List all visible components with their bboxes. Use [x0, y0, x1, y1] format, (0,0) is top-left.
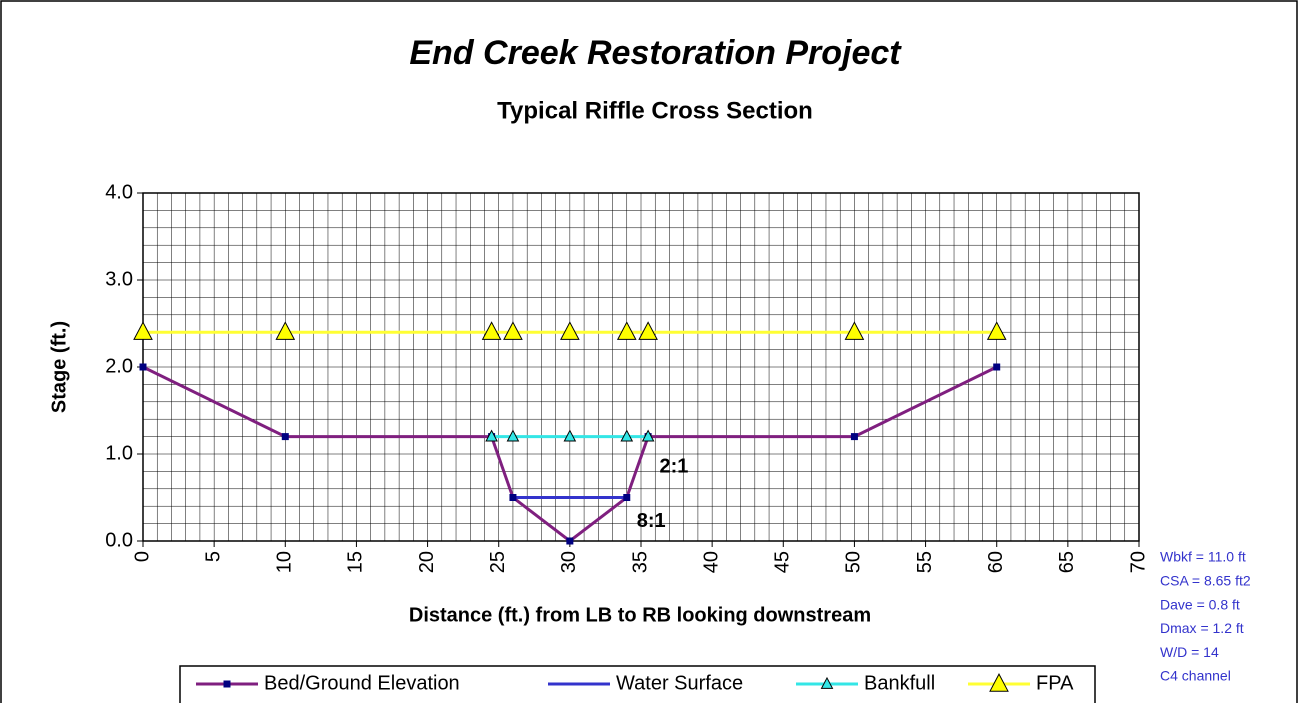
marker — [503, 321, 523, 340]
marker — [620, 429, 634, 442]
x-tick-label: 40 — [700, 551, 722, 573]
marker — [563, 429, 577, 442]
side-note: C4 channel — [1160, 668, 1231, 684]
marker — [133, 321, 153, 340]
legend-label: FPA — [1036, 672, 1074, 694]
chart-subtitle: Typical Riffle Cross Section — [497, 97, 813, 124]
x-tick-label: 5 — [202, 551, 224, 562]
annotation: 8:1 — [637, 510, 666, 532]
side-note: Dave = 0.8 ft — [1160, 596, 1240, 612]
marker — [223, 680, 231, 688]
y-tick-label: 0.0 — [105, 529, 133, 551]
marker — [993, 363, 1001, 371]
x-axis-label: Distance (ft.) from LB to RB looking dow… — [409, 604, 871, 626]
legend-entry: FPA — [968, 672, 1074, 694]
side-note: W/D = 14 — [1160, 644, 1219, 660]
x-tick-label: 15 — [345, 551, 367, 573]
marker — [281, 433, 289, 441]
x-tick-label: 50 — [843, 551, 865, 573]
x-tick-label: 25 — [487, 551, 509, 573]
legend-box — [179, 665, 1096, 703]
y-tick-label: 1.0 — [105, 442, 133, 464]
marker — [485, 429, 498, 442]
legend-entry: Bed/Ground Elevation — [196, 672, 460, 694]
x-tick-label: 0 — [131, 551, 153, 562]
chart-title: End Creek Restoration Project — [409, 34, 902, 72]
marker — [560, 321, 580, 340]
side-note: Wbkf = 11.0 ft — [1160, 549, 1246, 565]
marker — [641, 429, 655, 442]
x-tick-label: 55 — [914, 551, 936, 573]
y-tick-label: 4.0 — [105, 181, 133, 203]
annotation: 2:1 — [659, 455, 688, 477]
marker — [850, 433, 858, 441]
marker — [623, 494, 631, 501]
legend-entry: Bankfull — [796, 672, 935, 694]
y-tick-label: 2.0 — [105, 355, 133, 377]
marker — [616, 321, 637, 340]
legend-label: Bed/Ground Elevation — [264, 672, 460, 694]
marker — [989, 673, 1009, 692]
side-note: CSA = 8.65 ft2 — [1160, 573, 1251, 589]
marker — [509, 494, 517, 501]
marker — [506, 429, 520, 442]
legend-label: Water Surface — [616, 672, 743, 694]
x-tick-label: 65 — [1056, 551, 1078, 573]
marker — [844, 321, 865, 340]
x-tick-label: 35 — [629, 551, 651, 573]
marker — [275, 321, 296, 340]
y-axis-label: Stage (ft.) — [48, 321, 70, 413]
legend-label: Bankfull — [864, 672, 935, 694]
y-tick-label: 3.0 — [105, 268, 133, 290]
x-tick-label: 30 — [558, 551, 580, 573]
x-tick-label: 45 — [772, 551, 794, 573]
side-note: Dmax = 1.2 ft — [1160, 620, 1244, 636]
x-tick-label: 60 — [985, 551, 1007, 573]
marker — [139, 363, 147, 371]
marker — [481, 321, 502, 340]
x-tick-label: 70 — [1127, 551, 1149, 573]
x-tick-label: 10 — [274, 551, 296, 573]
marker — [986, 321, 1007, 340]
marker — [820, 676, 834, 689]
marker — [638, 321, 658, 340]
legend-entry: Water Surface — [548, 672, 743, 694]
x-tick-label: 20 — [416, 551, 438, 573]
marker — [566, 537, 574, 545]
